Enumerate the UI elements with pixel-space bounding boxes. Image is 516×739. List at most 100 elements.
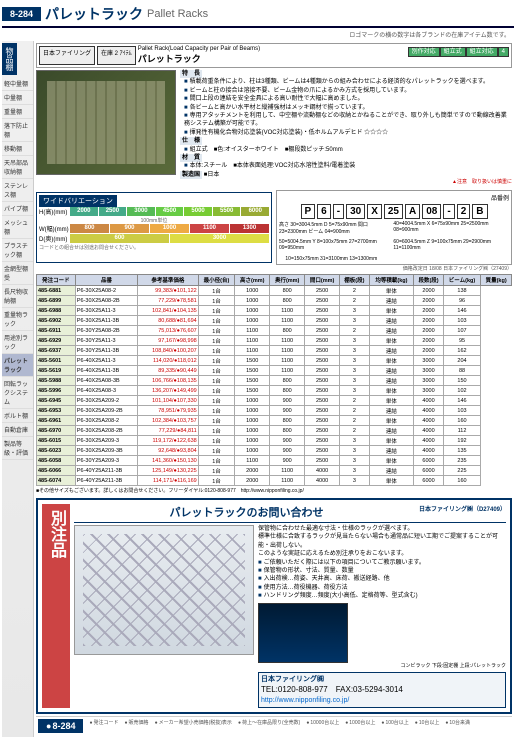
table-cell: 99,383/●101,122 bbox=[138, 286, 199, 296]
table-cell: 2000 bbox=[414, 336, 444, 346]
sidebar-item[interactable]: 中量棚 bbox=[2, 91, 33, 105]
table-cell: 2000 bbox=[414, 296, 444, 306]
table-cell: 2 bbox=[340, 326, 370, 336]
product-table: 発注コード品番参考基準価格最小径(台)高さ(mm)奥行(mm)間口(mm)棚板(… bbox=[36, 274, 512, 486]
header-badge: 4 bbox=[498, 47, 509, 57]
sidebar-item[interactable]: ステンレス棚 bbox=[2, 179, 33, 202]
wv-cell: 3000 bbox=[127, 207, 155, 216]
code-part: 6 bbox=[317, 204, 331, 219]
table-row: 485-6881P6-30X25A08-299,383/●101,1221台10… bbox=[37, 286, 512, 296]
contact-url: http://www.nipponfiling.co.jp/ bbox=[261, 696, 503, 706]
sidebar-item[interactable]: 落下防止棚 bbox=[2, 119, 33, 142]
table-cell: 単体 bbox=[369, 396, 414, 406]
sidebar-item[interactable]: 移動棚 bbox=[2, 142, 33, 156]
code-part: P bbox=[301, 204, 316, 219]
header-badge: 組立式 bbox=[440, 47, 466, 57]
table-cell: 1000 bbox=[235, 406, 270, 416]
table-cell: 135 bbox=[443, 446, 480, 456]
table-cell: 77,229/●78,581 bbox=[138, 296, 199, 306]
sidebar-item[interactable]: メッシュ棚 bbox=[2, 216, 33, 239]
table-cell: 485-6902 bbox=[37, 316, 76, 326]
table-cell: 3 bbox=[340, 446, 370, 456]
table-cell: 1台 bbox=[198, 386, 235, 396]
sidebar-item[interactable]: 重量棚 bbox=[2, 105, 33, 119]
table-cell: 900 bbox=[270, 396, 305, 406]
special-bullet: 使用方法…荷役機器、荷役方法 bbox=[258, 584, 506, 592]
table-cell: 連結 bbox=[369, 316, 414, 326]
code-title: 品番例 bbox=[279, 193, 509, 202]
code-part: 25 bbox=[384, 204, 403, 219]
sidebar-item[interactable]: プラスチック棚 bbox=[2, 239, 33, 262]
header-badge: 組立対応 bbox=[466, 47, 498, 57]
table-cell: 485-6899 bbox=[37, 296, 76, 306]
table-cell: 4000 bbox=[414, 396, 444, 406]
table-row: 485-6023P6-30X25A209-3B92,648/●93,8041台1… bbox=[37, 446, 512, 456]
table-cell: 1100 bbox=[235, 326, 270, 336]
table-header: 高さ(mm) bbox=[235, 275, 270, 286]
sidebar-item[interactable]: 製品等級・評価 bbox=[2, 437, 33, 460]
special-img-caption: コンビラック 下段:固定棚 上段:パレットラック bbox=[258, 663, 506, 670]
table-cell: 112 bbox=[443, 426, 480, 436]
table-cell: 88 bbox=[443, 366, 480, 376]
table-cell: P6-30X25A208-2 bbox=[75, 416, 137, 426]
table-cell: 192 bbox=[443, 436, 480, 446]
table-cell: 2500 bbox=[305, 296, 340, 306]
table-cell: 2500 bbox=[305, 446, 340, 456]
table-cell: 1000 bbox=[235, 306, 270, 316]
table-cell: P6-30Y25A08-2B bbox=[75, 326, 137, 336]
sidebar-item[interactable]: 軽中量棚 bbox=[2, 77, 33, 91]
sidebar-item[interactable]: 用途別ラック bbox=[2, 331, 33, 354]
table-cell: P6-30X25A209-2 bbox=[75, 396, 137, 406]
sidebar-item[interactable]: 回転ラックシステム bbox=[2, 377, 33, 409]
table-cell: 78,951/●79,935 bbox=[138, 406, 199, 416]
table-cell: 485-6988 bbox=[37, 306, 76, 316]
page-header: 8-284 パレットラック Pallet Racks bbox=[2, 2, 514, 28]
table-cell: 3 bbox=[340, 456, 370, 466]
table-cell: 1100 bbox=[270, 356, 305, 366]
table-cell: 1台 bbox=[198, 446, 235, 456]
code-part: - bbox=[333, 204, 344, 219]
code-legend-item: 50=5004.5mm Y 8=100x75mm 27=2700mm 09=95… bbox=[279, 239, 389, 251]
table-cell: 連結 bbox=[369, 466, 414, 476]
table-cell: 連結 bbox=[369, 346, 414, 356]
table-cell: 1台 bbox=[198, 426, 235, 436]
table-row: 485-6961P6-30X25A208-2102,384/●103,7571台… bbox=[37, 416, 512, 426]
table-cell: 単体 bbox=[369, 386, 414, 396]
sidebar-item[interactable]: パレットラック bbox=[2, 354, 33, 377]
spec-item: 本体:スチール ■本体表面処理:VOC対応水溶性塗料/電着塗装 bbox=[184, 162, 512, 170]
sidebar-item[interactable]: 天吊部品収納棚 bbox=[2, 156, 33, 179]
sidebar-item[interactable]: 長尺物収納棚 bbox=[2, 285, 33, 308]
table-cell: 3 bbox=[340, 386, 370, 396]
table-cell: 連結 bbox=[369, 376, 414, 386]
sidebar-item[interactable]: 金網型棚受 bbox=[2, 262, 33, 285]
country-label: 製造国 bbox=[180, 171, 202, 179]
table-cell: 1000 bbox=[235, 286, 270, 296]
special-bullet: 入出荷検…荷姿、天井高、床荷、搬送経路、他 bbox=[258, 575, 506, 583]
table-header: 段数(段) bbox=[414, 275, 444, 286]
spec-block: 特 長 積載荷重条件により、柱は3種類、ビームは4種類からの組み合わせによる経済… bbox=[180, 70, 512, 186]
table-cell: 1000 bbox=[235, 426, 270, 436]
table-cell: 2000 bbox=[414, 346, 444, 356]
table-cell: 225 bbox=[443, 466, 480, 476]
sidebar-item[interactable]: 重量物ラック bbox=[2, 308, 33, 331]
wv-cell: 800 bbox=[70, 224, 109, 233]
table-cell: 2000 bbox=[235, 466, 270, 476]
table-header: 参考基準価格 bbox=[138, 275, 199, 286]
table-cell: 4000 bbox=[414, 406, 444, 416]
brand-badge: 日本ファイリング bbox=[39, 46, 95, 65]
table-cell: 2500 bbox=[305, 426, 340, 436]
table-cell: 3000 bbox=[414, 376, 444, 386]
table-cell: 6000 bbox=[414, 466, 444, 476]
table-cell: 900 bbox=[270, 456, 305, 466]
table-cell: 4000 bbox=[305, 466, 340, 476]
table-cell: P6-40Y25A211-3B bbox=[75, 476, 137, 486]
table-header: 間口(mm) bbox=[305, 275, 340, 286]
sidebar-item[interactable]: パイプ棚 bbox=[2, 202, 33, 216]
wide-variation-box: ワイドバリエーション H(高)(mm)200025003000450050005… bbox=[36, 192, 272, 263]
table-cell: 4000 bbox=[414, 446, 444, 456]
table-cell: 2500 bbox=[305, 346, 340, 356]
sidebar-item[interactable]: ボルト棚 bbox=[2, 409, 33, 423]
sidebar-item[interactable]: 自動倉庫 bbox=[2, 423, 33, 437]
table-cell: 1100 bbox=[270, 476, 305, 486]
table-row: 485-6929P6-30Y25A11-397,167/●98,9981台110… bbox=[37, 336, 512, 346]
